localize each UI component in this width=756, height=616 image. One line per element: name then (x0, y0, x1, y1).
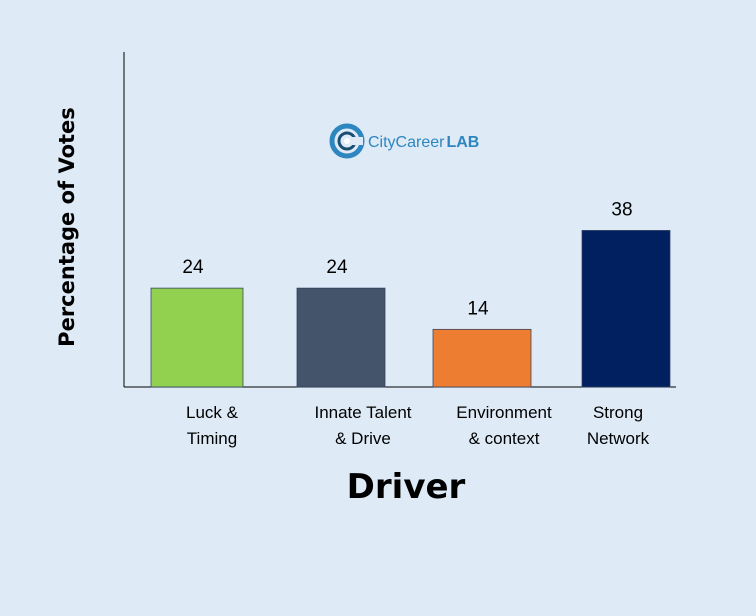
category-label-2: Innate Talent & Drive (314, 403, 411, 448)
value-label-1: 24 (182, 257, 204, 278)
citycareerlab-logo: CityCareer LAB (329, 123, 479, 159)
category-label-4: Strong Network (587, 403, 650, 448)
y-axis-title: Percentage of Votes (55, 107, 79, 347)
bar-4 (581, 230, 671, 388)
x-axis-title: Driver (347, 467, 466, 507)
value-label-2: 24 (326, 257, 348, 278)
bars (150, 230, 671, 388)
value-label-4: 38 (611, 199, 632, 220)
value-labels: 24 24 14 38 (182, 199, 632, 319)
bar-3 (432, 328, 532, 388)
category-label-1: Luck & Timing (186, 403, 239, 448)
logo-ring-icon (329, 123, 365, 159)
category-label-3: Environment & context (456, 403, 552, 448)
logo-text-city: CityCareer (368, 134, 445, 151)
logo-text-lab: LAB (446, 134, 479, 151)
logo-wordmark: CityCareer LAB (368, 134, 479, 151)
bar-1 (150, 287, 244, 388)
value-label-3: 14 (467, 298, 489, 319)
bar-2 (296, 287, 386, 388)
tick-labels: Luck & Timing Innate Talent & Drive Environm… (186, 403, 650, 448)
